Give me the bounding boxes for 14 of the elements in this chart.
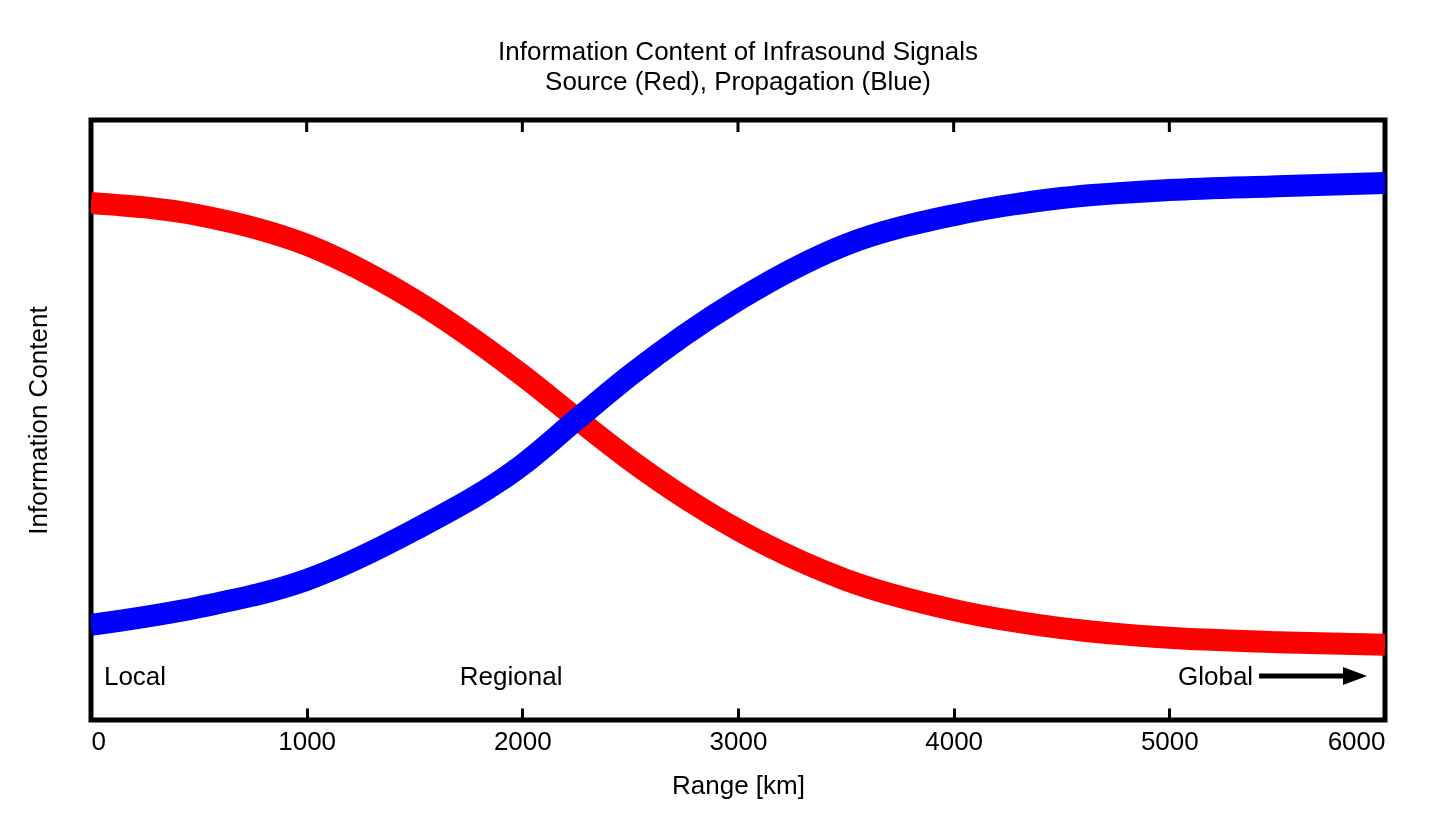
- chart-title: Information Content of Infrasound Signals: [498, 35, 978, 66]
- annotation: Global: [1177, 661, 1254, 691]
- x-tick-label: 6000: [1327, 725, 1386, 756]
- x-tick-label: 1000: [278, 725, 337, 756]
- y-axis-title: Information Content: [22, 305, 53, 535]
- chart-subtitle: Source (Red), Propagation (Blue): [545, 65, 931, 96]
- x-tick-label: 4000: [925, 725, 984, 756]
- x-tick-label: 5000: [1140, 725, 1199, 756]
- x-tick-label: 3000: [709, 725, 768, 756]
- x-axis-title: Range [km]: [672, 769, 805, 800]
- x-tick-label: 2000: [493, 725, 552, 756]
- annotation: Regional: [459, 661, 563, 691]
- annotation: Local: [103, 661, 167, 691]
- x-tick-label: 0: [91, 725, 106, 756]
